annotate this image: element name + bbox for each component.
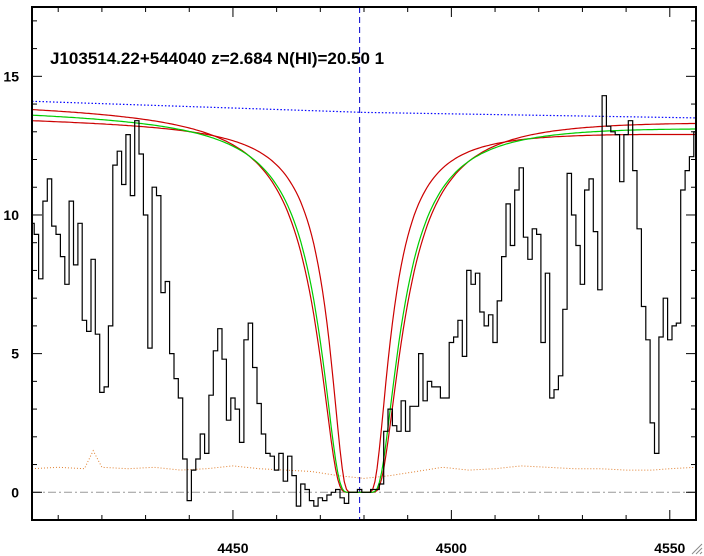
x-tick-label: 4500 [436,540,467,556]
x-tick-label: 4550 [654,540,685,556]
error-line [32,449,696,479]
axis-ticks: 4450 4500 4550 0 5 10 15 [3,7,696,556]
plot-content [32,7,696,520]
y-tick-label: 0 [11,484,19,500]
chart-title: J103514.22+544040 z=2.684 N(HI)=20.50 1 [50,49,384,68]
x-tick-label: 4450 [217,540,248,556]
y-tick-label: 15 [3,68,19,84]
y-tick-label: 10 [3,207,19,223]
fit-upper-curve [32,109,696,493]
plot-frame [31,6,697,521]
continuum-line [32,100,696,119]
spectrum-line [32,95,696,507]
y-tick-label: 5 [11,346,19,362]
plot-area [32,7,696,520]
resize-grip-icon[interactable] [691,543,703,555]
fit-lower-curve [32,120,696,493]
fit-curve [32,114,696,493]
